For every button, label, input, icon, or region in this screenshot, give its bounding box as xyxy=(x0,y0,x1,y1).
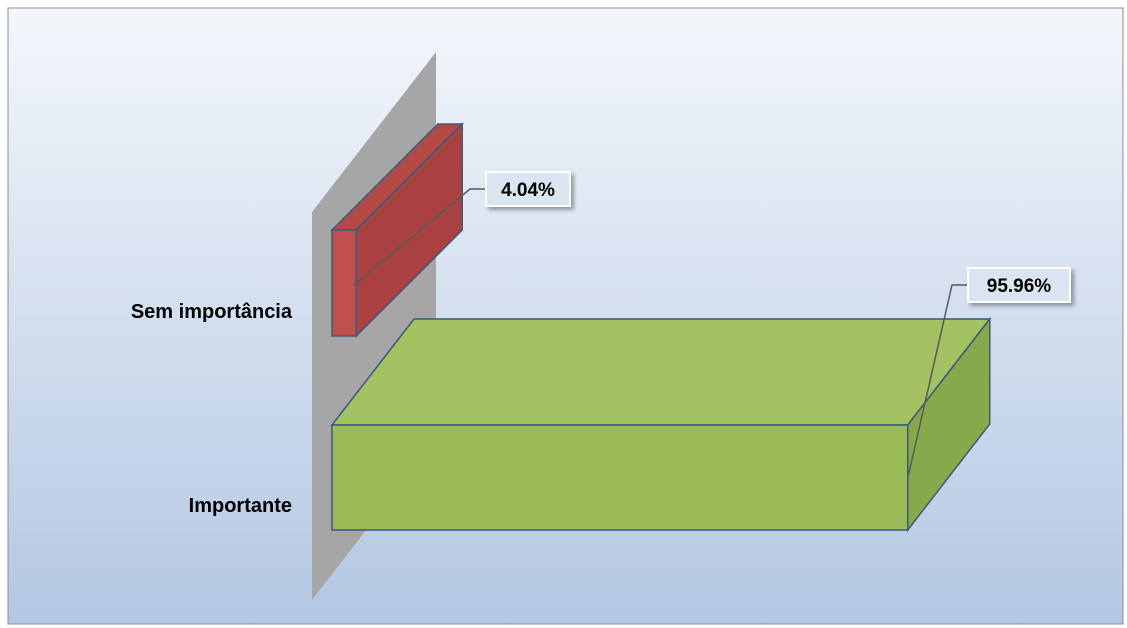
data-label-text: 95.96% xyxy=(987,276,1052,297)
data-label-box xyxy=(967,267,1071,303)
bar-front-face xyxy=(331,229,357,337)
leader-line xyxy=(353,188,486,286)
data-label-box xyxy=(485,171,571,207)
bar-importante xyxy=(330,316,992,533)
leader-line xyxy=(907,284,968,479)
bar-front-face xyxy=(331,424,909,531)
category-label-importante: Importante xyxy=(189,495,292,517)
category-label-sem-importancia: Sem importância xyxy=(131,301,293,323)
bar-top-face xyxy=(330,318,992,426)
data-label-text: 4.04% xyxy=(501,180,555,201)
data-label-importante: 95.96% xyxy=(907,267,1071,479)
bar-sem-importancia xyxy=(330,122,465,338)
data-label-sem-importancia: 4.04% xyxy=(353,171,571,286)
